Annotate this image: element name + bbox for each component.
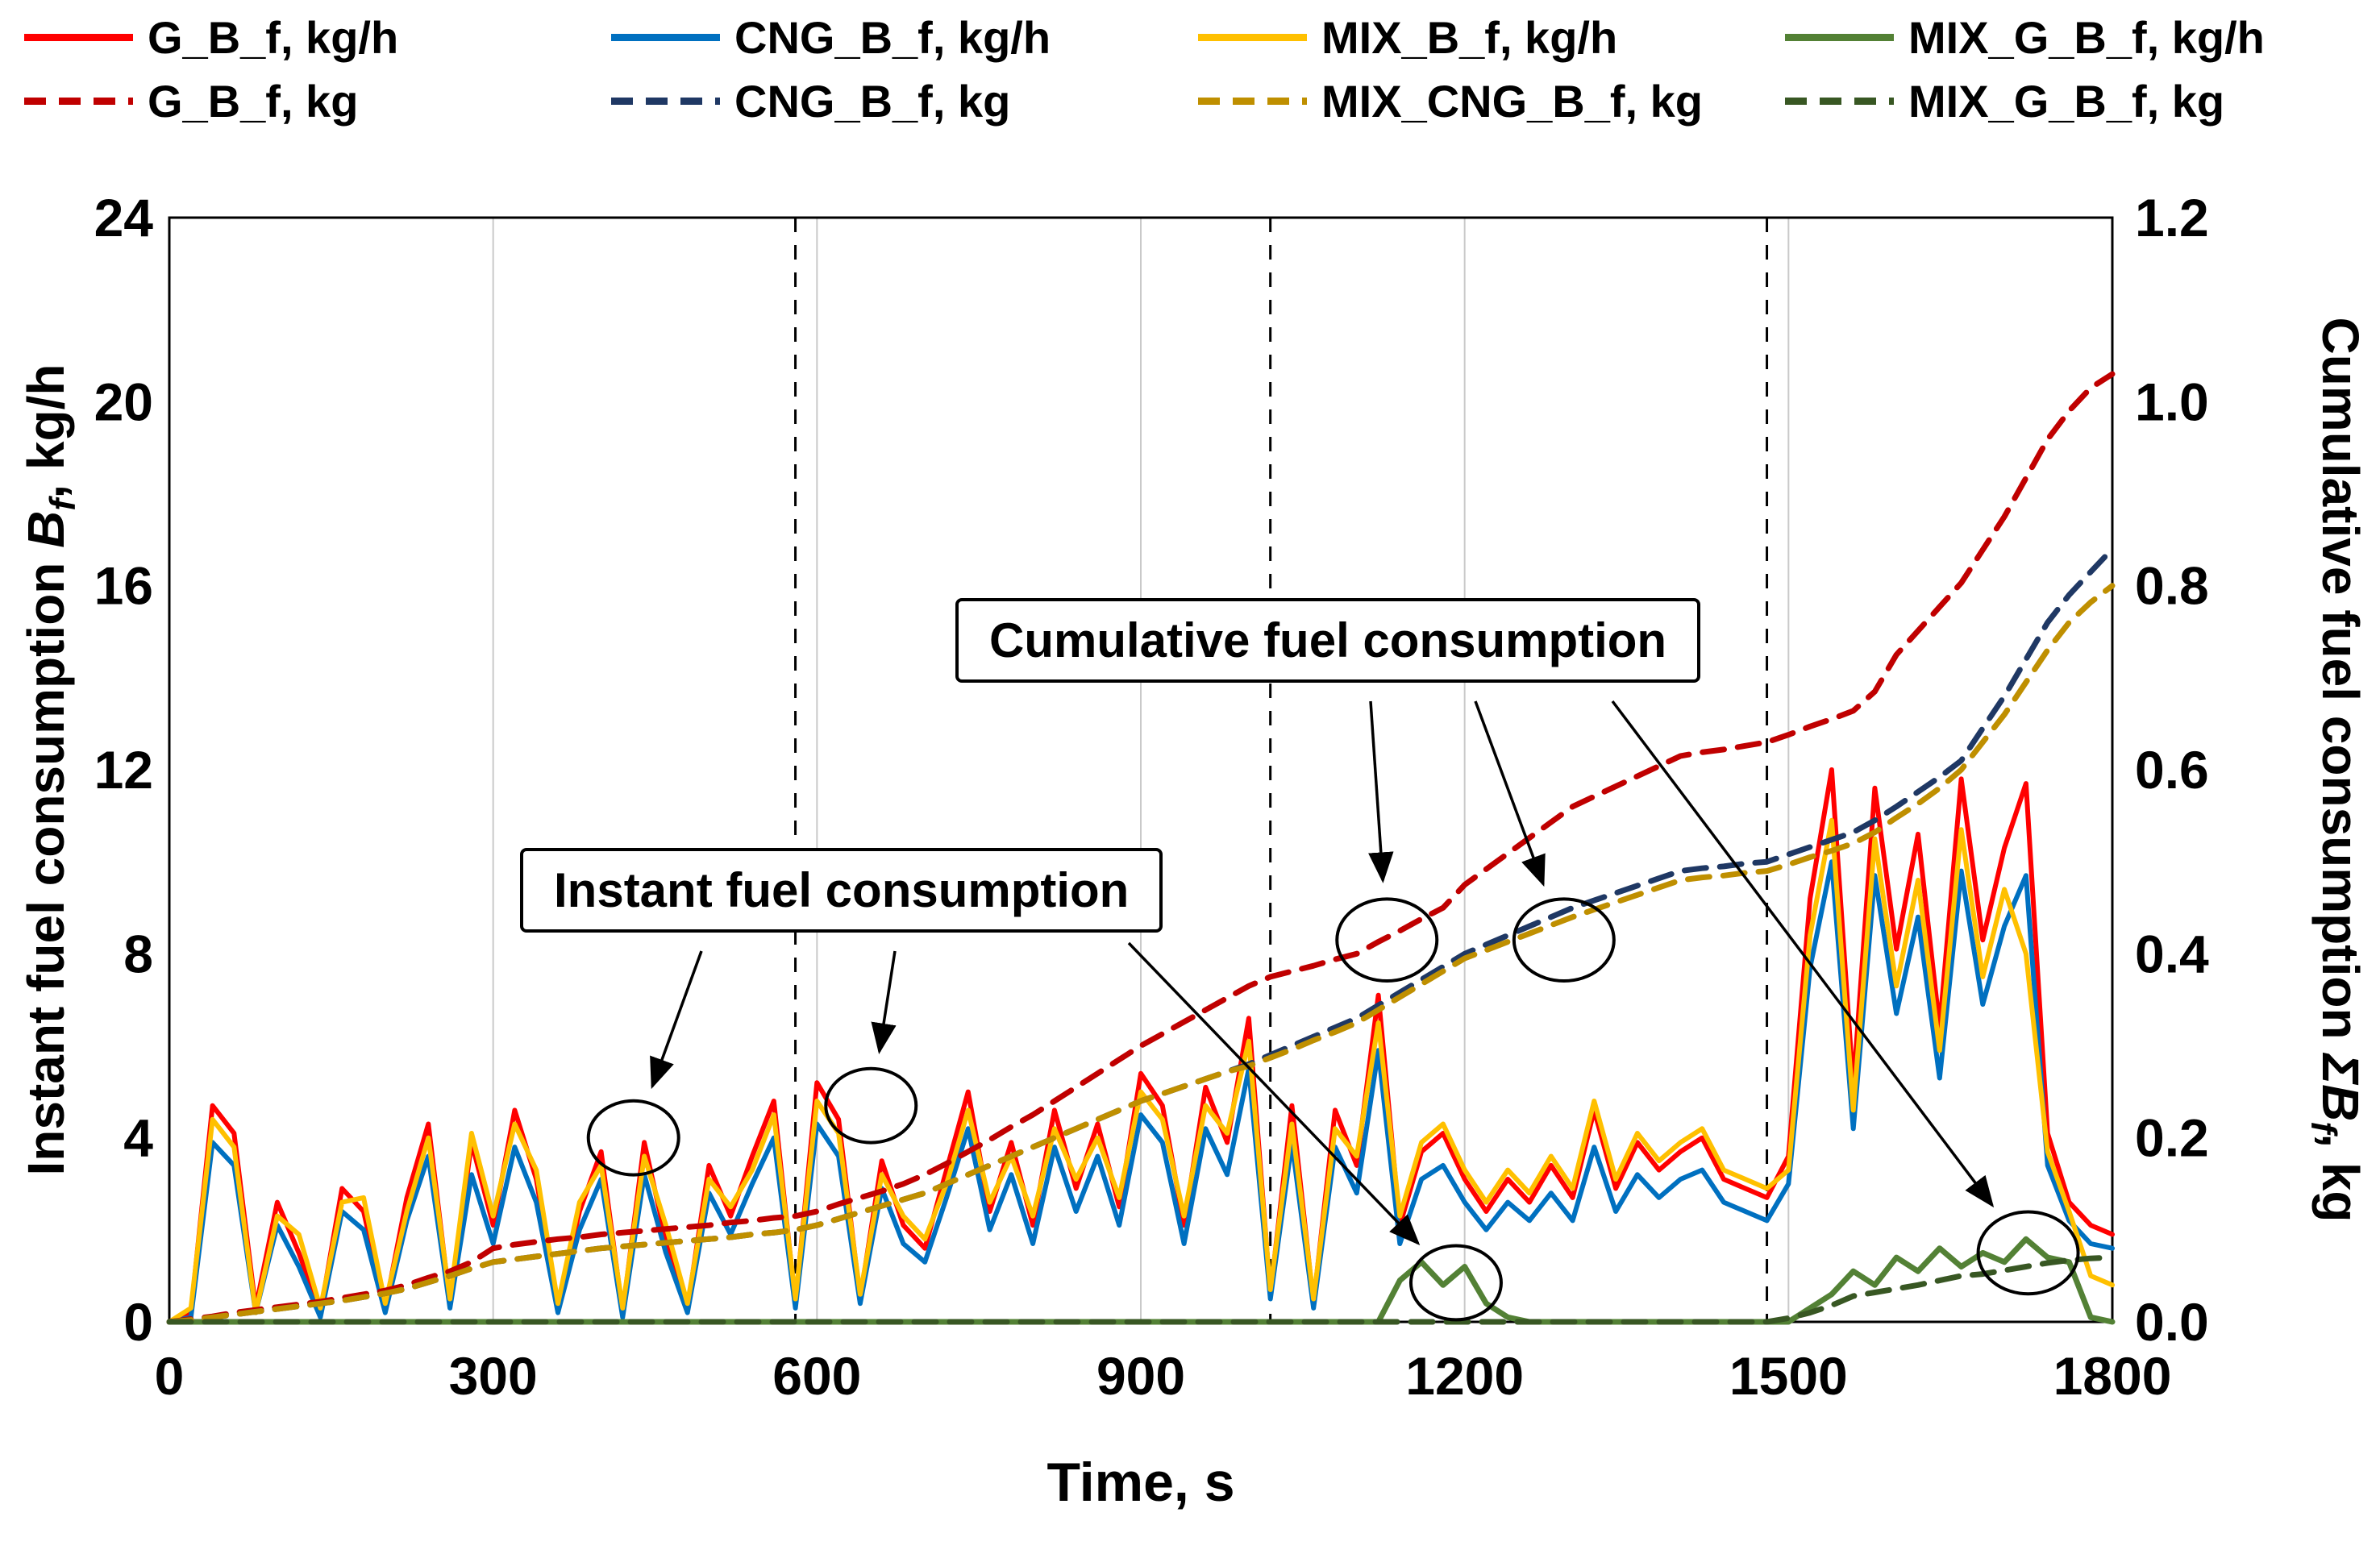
right-tick-1.0: 1.0 bbox=[2135, 372, 2209, 431]
x-axis-title: Time, s bbox=[1046, 1452, 1235, 1513]
legend-label-g-b-f-kg-h: G_B_f, kg/h bbox=[148, 12, 399, 63]
legend-label-cng-b-f-kg-h: CNG_B_f, kg/h bbox=[734, 12, 1051, 63]
legend-item-cng-b-f-kg-h: CNG_B_f, kg/h bbox=[611, 11, 1198, 64]
left-tick-24: 24 bbox=[94, 188, 154, 247]
callout-arrow-5 bbox=[1611, 700, 1995, 1208]
callout-arrow-0 bbox=[650, 950, 703, 1090]
callout-circle-3 bbox=[1512, 897, 1616, 983]
left-axis-title-var: B bbox=[17, 510, 76, 548]
left-axis-title: Instant fuel consumption Bf, kg/h bbox=[16, 125, 84, 1415]
left-tick-8: 8 bbox=[123, 924, 153, 983]
legend-label-g-b-f-kg: G_B_f, kg bbox=[148, 76, 359, 127]
right-axis-title: Cumulative fuel consumption ΣBf, kg bbox=[2303, 125, 2370, 1415]
legend-item-cng-b-f-kg: CNG_B_f, kg bbox=[611, 75, 1198, 127]
right-tick-0.0: 0.0 bbox=[2135, 1292, 2209, 1352]
solid-line-sample-mix-b-f-kg-h bbox=[1198, 34, 1307, 41]
callout-circle-0 bbox=[586, 1099, 680, 1177]
right-tick-0.8: 0.8 bbox=[2135, 556, 2209, 616]
callout-circle-1 bbox=[824, 1066, 918, 1145]
chart-legend: G_B_f, kg/h CNG_B_f, kg/h MIX_B_f, kg/h MIX… bbox=[24, 11, 2372, 127]
legend-item-mix-g-b-f-kg-h: MIX_G_B_f, kg/h bbox=[1785, 11, 2372, 64]
series-cng-b-f-kg-h bbox=[167, 859, 2115, 1324]
right-axis-title-var: ΣB bbox=[2311, 1053, 2370, 1122]
series-mix-cng-b-f-kg bbox=[166, 583, 2116, 1325]
callout-circle-5 bbox=[1976, 1210, 2080, 1296]
right-axis-title-sub: f bbox=[2303, 1121, 2345, 1134]
cumulative-annotation: Cumulative fuel consumption bbox=[955, 598, 1701, 683]
x-tick-0: 0 bbox=[155, 1346, 185, 1406]
callout-arrow-1 bbox=[871, 950, 897, 1054]
dashed-line-sample-cng-b-f-kg bbox=[611, 98, 720, 105]
right-tick-1.2: 1.2 bbox=[2135, 188, 2209, 247]
left-axis-title-text: Instant fuel consumption bbox=[17, 547, 76, 1176]
dashed-line-sample-mix-g-b-f-kg bbox=[1785, 98, 1894, 105]
legend-label-cng-b-f-kg: CNG_B_f, kg bbox=[734, 76, 1011, 127]
right-tick-0.6: 0.6 bbox=[2135, 740, 2209, 800]
right-axis-title-text: Cumulative fuel consumption bbox=[2311, 317, 2370, 1054]
callout-arrow-4 bbox=[1474, 700, 1546, 887]
solid-line-sample-cng-b-f-kg-h bbox=[611, 34, 720, 41]
legend-row-instant: G_B_f, kg/h CNG_B_f, kg/h MIX_B_f, kg/h MIX… bbox=[24, 11, 2372, 64]
series-mix-g-b-f-kg bbox=[166, 1254, 2116, 1325]
legend-label-mix-b-f-kg-h: MIX_B_f, kg/h bbox=[1321, 12, 1618, 63]
callout-arrow-2 bbox=[1127, 941, 1421, 1246]
x-tick-1800: 1800 bbox=[2053, 1346, 2172, 1406]
left-axis-title-sub: f bbox=[42, 498, 83, 511]
legend-item-mix-g-b-f-kg: MIX_G_B_f, kg bbox=[1785, 75, 2372, 127]
x-tick-300: 300 bbox=[449, 1346, 538, 1406]
series-mix-b-f-kg-h bbox=[167, 817, 2115, 1324]
legend-item-g-b-f-kg-h: G_B_f, kg/h bbox=[24, 11, 611, 64]
callout-circle-4 bbox=[1408, 1244, 1503, 1322]
legend-label-mix-cng-b-f-kg: MIX_CNG_B_f, kg bbox=[1321, 76, 1703, 127]
left-tick-16: 16 bbox=[94, 556, 153, 616]
x-tick-1200: 1200 bbox=[1405, 1346, 1524, 1406]
solid-line-sample-g-b-f-kg-h bbox=[24, 34, 133, 41]
left-tick-12: 12 bbox=[94, 740, 153, 800]
dashed-line-sample-mix-cng-b-f-kg bbox=[1198, 98, 1307, 105]
dashed-line-sample-g-b-f-kg bbox=[24, 98, 133, 105]
left-axis-title-unit: , kg/h bbox=[17, 364, 76, 499]
legend-label-mix-g-b-f-kg-h: MIX_G_B_f, kg/h bbox=[1908, 12, 2265, 63]
right-axis-title-unit: , kg bbox=[2311, 1133, 2370, 1223]
legend-label-mix-g-b-f-kg: MIX_G_B_f, kg bbox=[1908, 76, 2225, 127]
legend-item-g-b-f-kg: G_B_f, kg bbox=[24, 75, 611, 127]
legend-item-mix-b-f-kg-h: MIX_B_f, kg/h bbox=[1198, 11, 1785, 64]
callout-circle-2 bbox=[1335, 897, 1439, 983]
right-tick-0.4: 0.4 bbox=[2135, 924, 2209, 983]
legend-item-mix-cng-b-f-kg: MIX_CNG_B_f, kg bbox=[1198, 75, 1785, 127]
left-tick-20: 20 bbox=[94, 372, 153, 431]
x-tick-1500: 1500 bbox=[1729, 1346, 1848, 1406]
legend-row-cumulative: G_B_f, kg CNG_B_f, kg MIX_CNG_B_f, kg MIX_G… bbox=[24, 75, 2372, 127]
right-tick-0.2: 0.2 bbox=[2135, 1108, 2209, 1168]
left-tick-4: 4 bbox=[123, 1108, 153, 1168]
left-tick-0: 0 bbox=[123, 1292, 153, 1352]
series-g-b-f-kg bbox=[166, 371, 2116, 1325]
solid-line-sample-mix-g-b-f-kg-h bbox=[1785, 34, 1894, 41]
callout-arrow-3 bbox=[1368, 700, 1394, 883]
x-tick-900: 900 bbox=[1096, 1346, 1185, 1406]
x-tick-600: 600 bbox=[772, 1346, 861, 1406]
instant-annotation: Instant fuel consumption bbox=[520, 848, 1163, 933]
